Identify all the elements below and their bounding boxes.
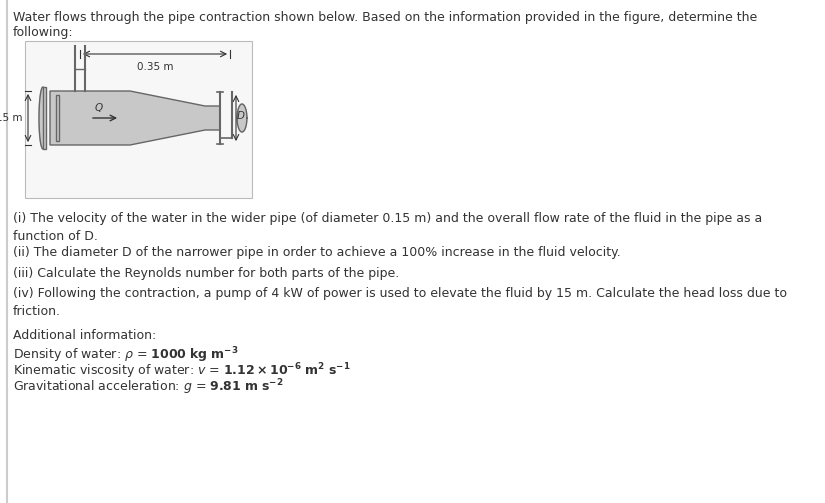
Text: Density of water: $\rho$ = $\mathbf{1000\ kg\ m}^{\mathbf{-3}}$: Density of water: $\rho$ = $\mathbf{1000…	[13, 345, 238, 365]
Bar	[43, 87, 46, 149]
Bar	[25, 41, 252, 198]
Polygon shape	[237, 104, 247, 132]
Text: (i) The velocity of the water in the wider pipe (of diameter 0.15 m) and the ove: (i) The velocity of the water in the wid…	[13, 212, 762, 243]
Polygon shape	[50, 91, 220, 145]
Text: Water flows through the pipe contraction shown below. Based on the information p: Water flows through the pipe contraction…	[13, 11, 757, 24]
Text: 0.15 m: 0.15 m	[0, 113, 23, 123]
Bar	[56, 95, 59, 141]
Text: (iii) Calculate the Reynolds number for both parts of the pipe.: (iii) Calculate the Reynolds number for …	[13, 267, 399, 280]
Text: Kinematic viscosity of water: $v$ = $\mathbf{1.12 \times 10^{-6}\ m^2\ s^{-1}}$: Kinematic viscosity of water: $v$ = $\ma…	[13, 361, 351, 381]
Text: D: D	[237, 111, 245, 121]
Text: Q: Q	[95, 103, 103, 113]
Text: 0.35 m: 0.35 m	[137, 62, 173, 72]
Text: Gravitational acceleration: $g$ = $\mathbf{9.81\ m\ s^{-2}}$: Gravitational acceleration: $g$ = $\math…	[13, 377, 284, 396]
Text: (ii) The diameter D of the narrower pipe in order to achieve a 100% increase in : (ii) The diameter D of the narrower pipe…	[13, 246, 620, 259]
Polygon shape	[39, 87, 43, 149]
Text: Additional information:: Additional information:	[13, 329, 156, 342]
Text: following:: following:	[13, 26, 73, 39]
Text: (iv) Following the contraction, a pump of 4 kW of power is used to elevate the f: (iv) Following the contraction, a pump o…	[13, 287, 787, 318]
